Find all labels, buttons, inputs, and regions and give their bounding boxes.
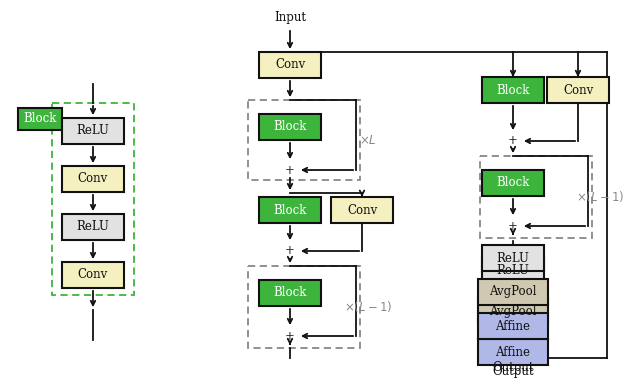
Text: $\times L$: $\times L$: [359, 133, 377, 147]
Text: Block: Block: [273, 204, 307, 216]
Bar: [248, 266, 360, 348]
Text: Conv: Conv: [563, 83, 593, 97]
Text: ReLU: ReLU: [497, 252, 529, 265]
Bar: [62, 118, 124, 144]
Text: Conv: Conv: [275, 58, 305, 72]
Text: +: +: [285, 244, 295, 257]
Text: Input: Input: [274, 11, 306, 25]
Text: $\times(L-1)$: $\times(L-1)$: [576, 190, 624, 205]
Text: ReLU: ReLU: [77, 221, 109, 233]
Text: Output: Output: [492, 362, 534, 374]
Bar: [62, 166, 124, 192]
Text: Affine: Affine: [495, 319, 531, 332]
Text: ReLU: ReLU: [497, 263, 529, 277]
Text: ReLU: ReLU: [77, 124, 109, 138]
Bar: [62, 262, 124, 288]
Bar: [482, 245, 544, 271]
Text: +: +: [508, 219, 518, 232]
Bar: [259, 52, 321, 78]
Bar: [259, 114, 321, 140]
Bar: [259, 280, 321, 306]
Text: Block: Block: [273, 121, 307, 133]
Bar: [482, 77, 544, 103]
Bar: [478, 313, 548, 339]
Text: Conv: Conv: [78, 268, 108, 282]
Text: Output: Output: [492, 365, 534, 379]
Bar: [478, 298, 548, 324]
Text: $\times(L-1)$: $\times(L-1)$: [344, 299, 392, 315]
Bar: [547, 77, 609, 103]
Bar: [62, 214, 124, 240]
Text: Affine: Affine: [495, 346, 531, 359]
Bar: [52, 103, 134, 295]
Text: AvgPool: AvgPool: [489, 285, 537, 299]
Bar: [478, 279, 548, 305]
Text: AvgPool: AvgPool: [489, 304, 537, 318]
Text: +: +: [508, 135, 518, 147]
Bar: [478, 339, 548, 365]
Text: +: +: [285, 163, 295, 177]
Bar: [18, 108, 62, 130]
Bar: [259, 197, 321, 223]
Bar: [480, 156, 592, 238]
Text: +: +: [285, 329, 295, 343]
Bar: [482, 170, 544, 196]
Bar: [331, 197, 393, 223]
Text: Block: Block: [496, 177, 530, 190]
Text: Conv: Conv: [78, 172, 108, 185]
Text: Conv: Conv: [347, 204, 377, 216]
Text: Block: Block: [496, 83, 530, 97]
Bar: [248, 100, 360, 180]
Text: Block: Block: [23, 113, 57, 125]
Bar: [482, 257, 544, 283]
Text: Block: Block: [273, 287, 307, 299]
